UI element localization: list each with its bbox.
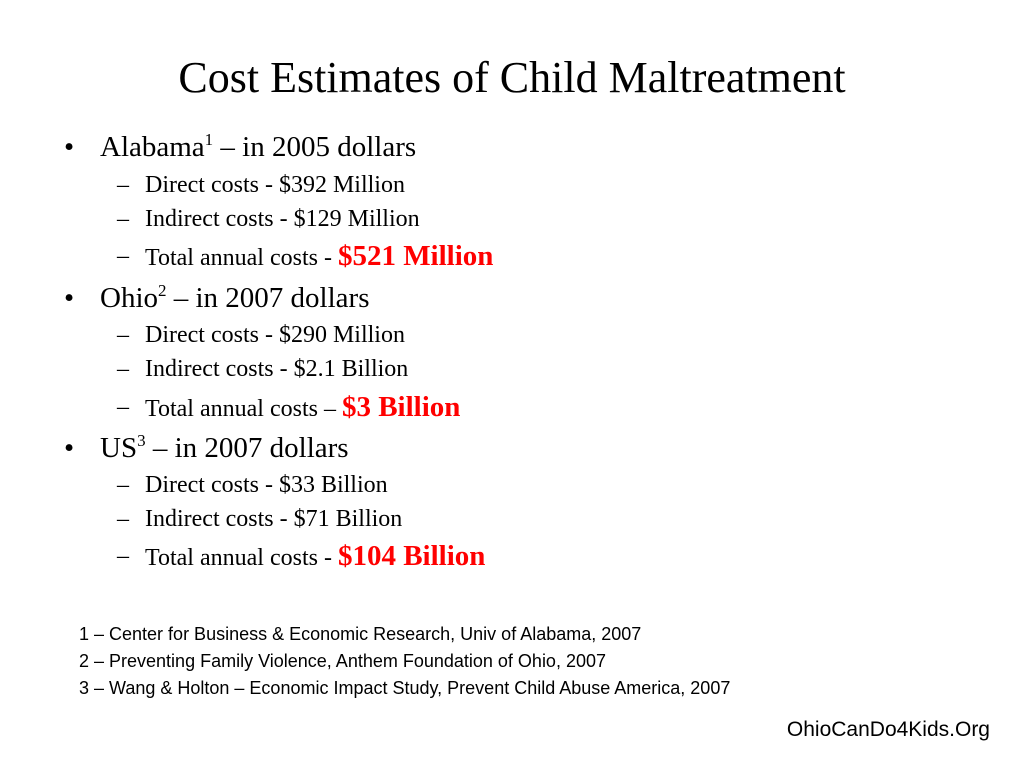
footnote-ref: 3 [137,431,146,450]
footnote-1: 1 – Center for Business & Economic Resea… [79,624,642,644]
section-heading: Alabama1 – in 2005 dollars [100,130,416,164]
footnote-2: 2 – Preventing Family Violence, Anthem F… [79,651,606,671]
footnote-ref: 1 [204,130,214,149]
total-cost-highlight: $521 Million [337,240,494,272]
bullet-dot: • [64,282,75,314]
section-label: US [100,432,138,464]
item-text: Indirect costs - $129 Million [145,206,420,232]
bullet-dot: • [64,432,75,464]
sub-bullet-dash: – [117,322,129,348]
site-credit: OhioCanDo4Kids.Org [786,718,990,741]
item-text: Direct costs - $33 Billion [145,472,388,498]
total-cost-highlight: $3 Billion [341,391,461,423]
section-suffix: – in 2007 dollars [166,282,370,314]
section-heading: US3 – in 2007 dollars [100,431,349,465]
sub-bullet-dash: – [117,506,129,532]
sub-bullet-dash: – [117,206,129,232]
section-suffix: – in 2007 dollars [145,432,349,464]
sub-bullet-dash: – [117,472,129,498]
bullet-dot: • [64,131,75,163]
item-text: Direct costs - $392 Million [145,172,405,198]
item-label: Total annual costs - [145,545,338,571]
item-label: Total annual costs - [145,245,338,271]
section-suffix: – in 2005 dollars [213,131,417,163]
section-label: Alabama [100,131,205,163]
sub-bullet-dash: – [117,356,129,382]
item-text: Indirect costs - $2.1 Billion [145,356,409,382]
sub-bullet-dash: – [117,243,129,269]
section-label: Ohio [100,282,158,314]
total-cost-highlight: $104 Billion [337,540,486,572]
item-text: Total annual costs - $521 Million [145,241,493,273]
item-text: Total annual costs - $104 Billion [145,541,485,573]
sub-bullet-dash: – [117,172,129,198]
section-heading: Ohio2 – in 2007 dollars [100,281,370,315]
sub-bullet-dash: – [117,394,129,420]
footnote-ref: 2 [158,281,167,300]
footnote-3: 3 – Wang & Holton – Economic Impact Stud… [79,678,731,698]
item-text: Direct costs - $290 Million [145,322,405,348]
item-label: Total annual costs – [145,396,342,422]
sub-bullet-dash: – [117,543,129,569]
item-text: Indirect costs - $71 Billion [145,506,403,532]
slide-title: Cost Estimates of Child Maltreatment [178,53,846,102]
item-text: Total annual costs – $3 Billion [145,392,460,424]
